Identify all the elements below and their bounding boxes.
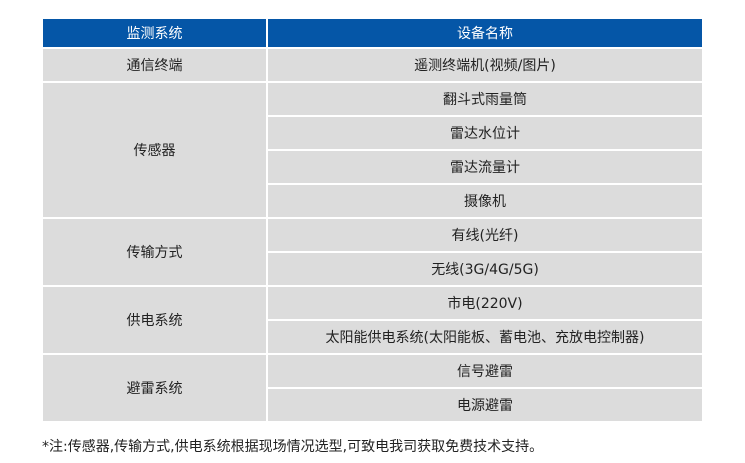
- system-cell: 供电系统: [41, 285, 268, 355]
- equipment-table: 监测系统 设备名称 通信终端 遥测终端机(视频/图片) 传感器 翻斗式雨量筒 雷达水位计…: [41, 17, 704, 423]
- system-cell: 传感器: [41, 81, 268, 219]
- table-row: 传感器 翻斗式雨量筒: [41, 81, 704, 219]
- system-cell: 通信终端: [41, 47, 268, 83]
- device-cell: 遥测终端机(视频/图片): [266, 47, 704, 83]
- device-cell: 太阳能供电系统(太阳能板、蓄电池、充放电控制器): [266, 319, 704, 355]
- device-cell: 信号避雷: [266, 353, 704, 389]
- table-row: 太阳能供电系统(太阳能板、蓄电池、充放电控制器): [42, 319, 704, 355]
- system-cell: 避雷系统: [41, 353, 268, 423]
- device-cell: 市电(220V): [266, 285, 704, 321]
- header-system: 监测系统: [41, 17, 268, 49]
- device-cell: 有线(光纤): [266, 217, 704, 253]
- device-cell: 摄像机: [266, 183, 704, 219]
- table-row: 传输方式 有线(光纤): [41, 217, 704, 287]
- device-cell: 雷达水位计: [266, 115, 704, 151]
- table-row: 避雷系统 信号避雷: [41, 353, 704, 423]
- table-row: 雷达流量计: [42, 149, 704, 185]
- table-row: 通信终端 遥测终端机(视频/图片): [41, 47, 704, 83]
- header-row: 监测系统 设备名称: [41, 17, 704, 49]
- table-row: 电源避雷: [42, 387, 704, 423]
- device-cell: 电源避雷: [266, 387, 704, 423]
- table-row: 无线(3G/4G/5G): [42, 251, 704, 287]
- table-row: 供电系统 市电(220V): [41, 285, 704, 355]
- header-device: 设备名称: [266, 17, 704, 49]
- device-cell: 雷达流量计: [266, 149, 704, 185]
- device-cell: 无线(3G/4G/5G): [266, 251, 704, 287]
- table-row: 摄像机: [42, 183, 704, 219]
- system-cell: 传输方式: [41, 217, 268, 287]
- device-cell: 翻斗式雨量筒: [266, 81, 704, 117]
- footnote: *注:传感器,传输方式,供电系统根据现场情况选型,可致电我司获取免费技术支持。: [42, 439, 544, 455]
- table-row: 雷达水位计: [42, 115, 704, 151]
